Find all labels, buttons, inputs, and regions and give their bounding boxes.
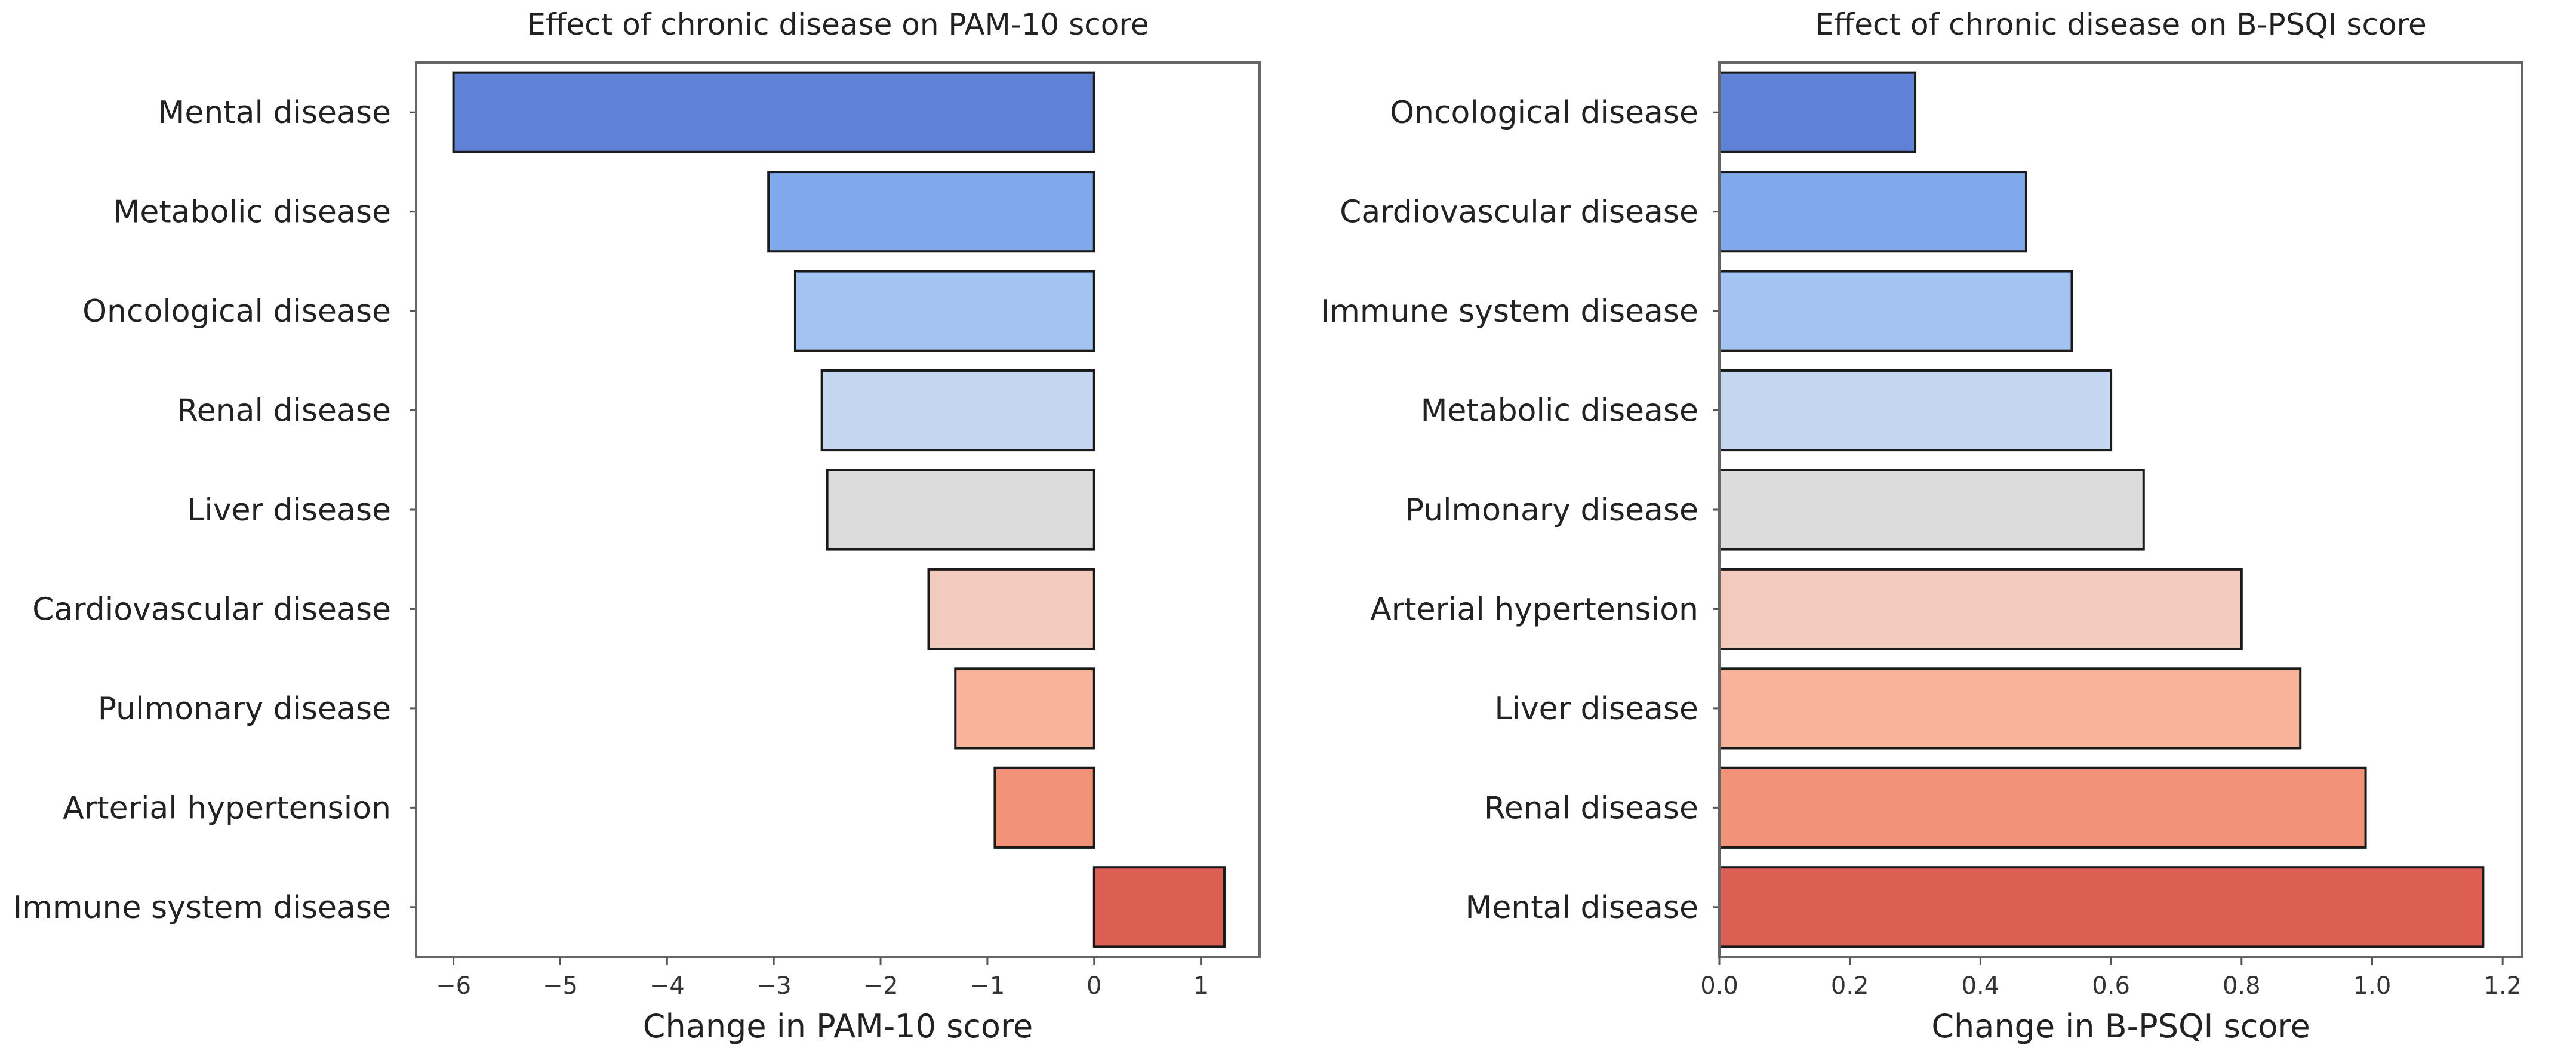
bpsqi-bar-7	[1718, 667, 2302, 750]
pam10-bar-5	[826, 469, 1095, 551]
bpsqi-category-label-1: Oncological disease	[1390, 95, 1698, 131]
pam10-category-label-7: Pulmonary disease	[98, 691, 391, 727]
pam10-xtick-label-2: −5	[543, 972, 578, 1000]
bpsqi-xtick-label-2: 0.2	[1831, 972, 1869, 1000]
pam10-category-label-3: Oncological disease	[82, 294, 391, 329]
pam10-bar-8	[993, 766, 1095, 849]
pam10-category-label-9: Immune system disease	[13, 890, 391, 926]
bpsqi-category-label-9: Mental disease	[1465, 890, 1698, 926]
pam10-bar-9	[1092, 866, 1226, 948]
pam10-bar-4	[820, 369, 1095, 452]
bpsqi-bar-1	[1718, 71, 1917, 153]
bpsqi-x-axis-label: Change in B-PSQI score	[1931, 1007, 2310, 1045]
pam10-xtick-label-8: 1	[1193, 972, 1208, 1000]
bpsqi-xtick-label-4: 0.6	[2092, 972, 2130, 1000]
bpsqi-category-label-2: Cardiovascular disease	[1340, 195, 1698, 230]
bpsqi-bar-4	[1718, 369, 2113, 452]
bpsqi-category-label-5: Pulmonary disease	[1405, 492, 1698, 528]
bpsqi-category-label-7: Liver disease	[1494, 691, 1698, 727]
bpsqi-bar-5	[1718, 469, 2145, 551]
bpsqi-bar-6	[1718, 568, 2243, 651]
bpsqi-xtick-label-5: 0.8	[2223, 972, 2261, 1000]
bpsqi-plot-frame	[1718, 61, 2523, 958]
pam10-bar-1	[452, 71, 1095, 153]
pam10-bar-7	[954, 667, 1095, 750]
pam10-chart-title: Effect of chronic disease on PAM-10 scor…	[527, 7, 1149, 42]
pam10-x-axis-label: Change in PAM-10 score	[643, 1007, 1033, 1045]
bpsqi-xtick-label-1: 0.0	[1700, 972, 1738, 1000]
pam10-plot-frame	[415, 61, 1261, 958]
pam10-category-label-5: Liver disease	[187, 492, 391, 528]
bpsqi-bar-2	[1718, 171, 2027, 253]
bpsqi-chart-title: Effect of chronic disease on B-PSQI scor…	[1815, 7, 2427, 42]
pam10-xtick-label-7: 0	[1087, 972, 1101, 1000]
bpsqi-category-label-4: Metabolic disease	[1421, 393, 1698, 429]
pam10-category-label-1: Mental disease	[158, 95, 391, 131]
pam10-bar-2	[767, 171, 1095, 253]
bpsqi-bar-8	[1718, 766, 2367, 849]
pam10-category-label-4: Renal disease	[177, 393, 391, 429]
bpsqi-category-label-8: Renal disease	[1484, 790, 1698, 826]
pam10-xtick-label-6: −1	[970, 972, 1005, 1000]
pam10-bar-6	[927, 568, 1095, 651]
bpsqi-category-label-6: Arterial hypertension	[1370, 591, 1698, 627]
pam10-bar-3	[793, 270, 1095, 352]
pam10-category-label-6: Cardiovascular disease	[32, 591, 391, 627]
pam10-category-label-2: Metabolic disease	[113, 195, 391, 230]
pam10-xtick-label-5: −2	[863, 972, 898, 1000]
bpsqi-chart-panel: Effect of chronic disease on B-PSQI scor…	[1321, 7, 2523, 1045]
bpsqi-category-label-3: Immune system disease	[1321, 294, 1698, 329]
pam10-xtick-label-3: −4	[650, 972, 685, 1000]
pam10-chart-panel: Effect of chronic disease on PAM-10 scor…	[13, 7, 1261, 1045]
bpsqi-xtick-label-6: 1.0	[2353, 972, 2392, 1000]
pam10-xtick-label-1: −6	[436, 972, 471, 1000]
bpsqi-xtick-label-3: 0.4	[1962, 972, 2000, 1000]
bpsqi-bar-3	[1718, 270, 2073, 352]
bpsqi-bar-9	[1718, 866, 2485, 948]
pam10-xtick-label-4: −3	[756, 972, 792, 1000]
pam10-category-label-8: Arterial hypertension	[63, 790, 391, 826]
bpsqi-xtick-label-7: 1.2	[2483, 972, 2522, 1000]
